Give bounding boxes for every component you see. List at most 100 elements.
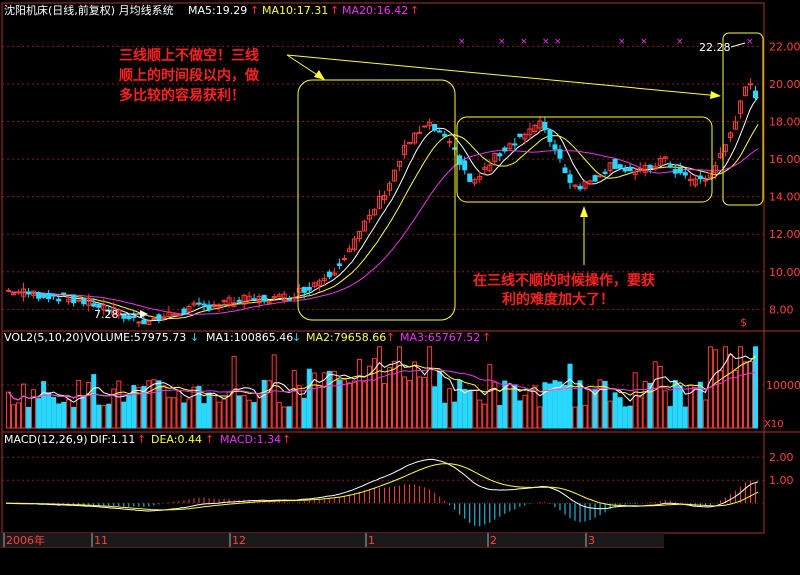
- macd-lines: [6, 458, 759, 512]
- candle-body: [547, 129, 553, 142]
- volume-bar: [71, 406, 77, 429]
- volume-bar: [336, 379, 342, 429]
- volume-bar: [437, 370, 443, 429]
- candle-body: [407, 141, 413, 145]
- volume-bar: [131, 385, 137, 429]
- volume-bar: [537, 406, 543, 429]
- date-labels: 2006年 11 12 1 2 3: [3, 533, 595, 547]
- candle-body: [637, 167, 643, 171]
- vol-ma3-arrow: ↑: [482, 331, 491, 344]
- volume-bar: [517, 400, 523, 429]
- candle-body: [186, 306, 192, 313]
- candle-body: [427, 121, 433, 127]
- volume-bar: [467, 389, 473, 429]
- vol-ma3-line: [8, 368, 756, 401]
- volume-bar: [26, 406, 32, 429]
- candle-body: [442, 133, 448, 137]
- candle-body: [261, 294, 267, 302]
- vol-ma1-line: [8, 352, 756, 403]
- high-arrow: [730, 42, 746, 48]
- volume-bar: [331, 370, 337, 429]
- candle-body: [326, 271, 332, 278]
- volume-bar: [477, 399, 483, 429]
- candle-body: [712, 165, 718, 174]
- volume-bar: [286, 406, 292, 429]
- volume-bar: [752, 346, 758, 429]
- volume-bar: [677, 385, 683, 429]
- volume-bar: [216, 401, 222, 429]
- volume-bar: [432, 386, 438, 429]
- vol-ma2-arrow: ↑: [386, 331, 395, 344]
- vol-ma2-line: [8, 355, 756, 401]
- price-tick-label: 20.00: [769, 78, 800, 91]
- volume-bar: [417, 376, 423, 429]
- macd-tick-label: 2.00: [769, 451, 794, 464]
- macd-dea: DEA:0.44: [151, 433, 202, 446]
- candle-body: [532, 124, 538, 133]
- volume-bar: [637, 396, 643, 429]
- candle-body: [51, 294, 57, 297]
- volume-bar: [622, 406, 628, 429]
- candle-body: [422, 125, 428, 128]
- volume-bar: [106, 403, 112, 429]
- candle-body: [36, 291, 42, 299]
- candle-body: [567, 174, 573, 183]
- candle-body: [647, 164, 653, 168]
- candle-body: [742, 86, 748, 97]
- candle-body: [562, 167, 568, 174]
- candle-body: [752, 90, 758, 99]
- volume-bar: [81, 395, 87, 429]
- candle-body: [612, 159, 618, 169]
- candle-body: [727, 132, 733, 138]
- volume-bar: [502, 380, 508, 429]
- volume-bar: [246, 399, 252, 429]
- candle-body: [56, 298, 62, 302]
- candle-body: [462, 160, 468, 171]
- candle-body: [356, 231, 362, 239]
- volume-bar: [116, 380, 122, 429]
- candle-body: [86, 297, 92, 306]
- volume-bar: [532, 385, 538, 429]
- candle-body: [662, 156, 668, 159]
- candle-body: [627, 166, 633, 172]
- candle-body: [136, 321, 142, 324]
- candle-body: [66, 298, 72, 303]
- candle-body: [592, 175, 598, 182]
- annotation-top-line2: 顺上的时间段以内，做: [119, 67, 260, 84]
- volume-bar: [647, 382, 653, 429]
- candle-body: [111, 307, 117, 316]
- volume-bar: [422, 376, 428, 429]
- candle-body: [171, 313, 177, 316]
- candle-body: [617, 164, 623, 169]
- volume-bar: [196, 385, 202, 429]
- volume-bar: [21, 383, 27, 429]
- volume-bars: [6, 346, 758, 429]
- volume-bar: [522, 394, 528, 429]
- date-label: 2006年: [6, 533, 45, 547]
- volume-bar: [171, 397, 177, 429]
- volume-bar: [376, 346, 382, 429]
- x-marker: ×: [640, 37, 648, 47]
- candle-body: [256, 295, 262, 304]
- candle-body: [121, 314, 127, 319]
- candle-body: [552, 144, 558, 150]
- candle-body: [231, 302, 237, 307]
- volume-bar: [707, 346, 713, 429]
- x-marker: ×: [554, 37, 562, 47]
- candle-body: [301, 286, 307, 293]
- candle-body: [587, 180, 593, 185]
- volume-bar: [552, 380, 558, 429]
- candle-body: [126, 315, 132, 320]
- volume-bar: [321, 372, 327, 429]
- candle-body: [432, 123, 438, 131]
- candle-body: [507, 143, 513, 150]
- candle-body: [166, 311, 172, 318]
- candle-body: [572, 184, 578, 187]
- candle-body: [106, 309, 112, 312]
- volume-bar: [46, 392, 52, 429]
- volume-bar: [206, 392, 212, 429]
- candle-body: [517, 133, 523, 137]
- candle-body: [161, 316, 167, 319]
- candle-body: [336, 263, 342, 267]
